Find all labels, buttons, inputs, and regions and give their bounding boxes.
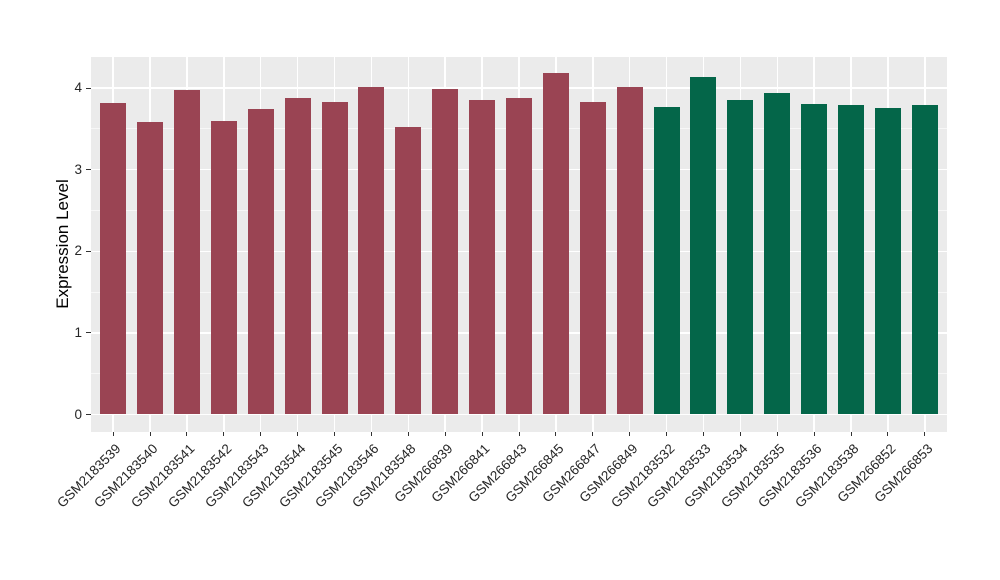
x-tick <box>481 432 483 436</box>
y-tick <box>86 169 91 171</box>
bar-GSM266849 <box>616 87 643 415</box>
x-tick <box>149 432 151 436</box>
bar-GSM2183544 <box>284 97 311 415</box>
y-major-gridline <box>91 413 947 416</box>
x-tick <box>407 432 409 436</box>
x-tick <box>334 432 336 436</box>
x-tick <box>223 432 225 436</box>
bar-GSM2183533 <box>690 76 717 415</box>
x-tick <box>260 432 262 436</box>
x-tick <box>555 432 557 436</box>
x-tick <box>112 432 114 436</box>
y-tick-label: 2 <box>74 243 82 259</box>
y-tick-label: 1 <box>74 324 82 340</box>
x-tick <box>518 432 520 436</box>
y-tick-label: 0 <box>74 406 82 422</box>
y-tick <box>86 414 91 415</box>
y-tick-label: 4 <box>74 80 82 96</box>
bar-GSM266853 <box>911 105 938 415</box>
y-major-gridline <box>91 87 947 89</box>
bar-GSM2183542 <box>210 120 237 415</box>
x-tick <box>370 432 372 436</box>
x-tick <box>444 432 446 436</box>
x-tick <box>297 432 299 436</box>
bar-GSM2183541 <box>173 89 200 415</box>
x-tick <box>666 432 668 436</box>
x-tick <box>592 432 594 436</box>
bar-GSM266839 <box>432 88 459 415</box>
x-tick <box>776 432 778 436</box>
x-tick <box>739 432 741 436</box>
bar-GSM266845 <box>542 73 569 415</box>
bar-GSM266841 <box>469 100 496 415</box>
bar-GSM2183538 <box>838 105 865 415</box>
x-tick <box>850 432 852 436</box>
x-tick <box>702 432 704 436</box>
y-tick <box>86 332 91 334</box>
bar-GSM2183546 <box>358 87 385 415</box>
bar-GSM2183539 <box>100 102 127 415</box>
bar-GSM2183532 <box>653 106 680 415</box>
bar-GSM2183543 <box>247 109 274 415</box>
bar-GSM2183540 <box>137 122 164 415</box>
y-tick <box>86 87 91 89</box>
y-tick-label: 3 <box>74 161 82 177</box>
bar-GSM2183548 <box>395 127 422 415</box>
x-tick <box>186 432 188 436</box>
x-tick <box>813 432 815 436</box>
bar-GSM2183534 <box>727 100 754 415</box>
y-tick <box>86 250 91 252</box>
bar-GSM266843 <box>506 97 532 415</box>
x-tick <box>887 432 889 436</box>
x-tick <box>924 432 926 436</box>
bar-GSM266847 <box>579 101 606 415</box>
bar-GSM2183545 <box>321 101 348 415</box>
bar-GSM2183536 <box>801 104 828 415</box>
x-tick <box>629 432 631 436</box>
bar-GSM2183535 <box>764 92 791 415</box>
bar-GSM266852 <box>874 107 901 415</box>
